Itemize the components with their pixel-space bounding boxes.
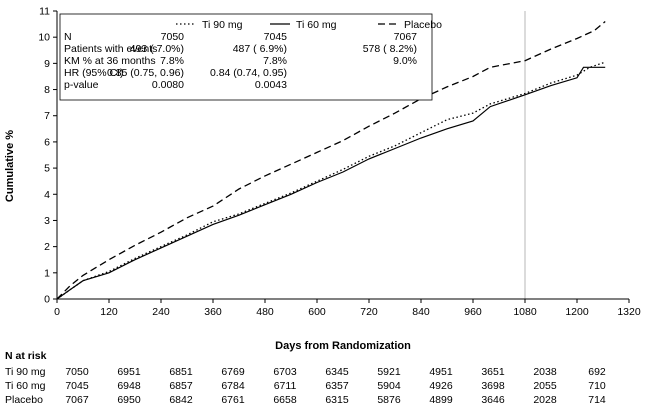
risk-cell: 7067 xyxy=(65,394,89,406)
risk-cell: 6784 xyxy=(221,380,245,392)
risk-row: Placebo 7067 6950 6842 6761 6658 6315 5876 4899 3… xyxy=(5,394,645,408)
x-tick-label: 1080 xyxy=(513,306,537,318)
legend-cell: 7.8% xyxy=(160,55,184,67)
legend-cell: 578 ( 8.2%) xyxy=(363,43,417,55)
legend-cell: 7045 xyxy=(264,31,288,43)
legend-header: Ti 60 mg xyxy=(296,19,337,31)
legend-cell: 493 ( 7.0%) xyxy=(130,43,184,55)
y-tick-label: 0 xyxy=(44,294,50,306)
x-tick-label: 960 xyxy=(464,306,482,318)
legend-cell: 7.8% xyxy=(263,55,287,67)
risk-cell: 4899 xyxy=(429,394,453,406)
x-tick-label: 1320 xyxy=(617,306,641,318)
series-line-ti-60-mg xyxy=(56,66,606,300)
risk-cell: 2055 xyxy=(533,380,557,392)
risk-cell: 6761 xyxy=(221,394,245,406)
y-tick-label: 7 xyxy=(44,110,50,122)
legend-cell: 487 ( 6.9%) xyxy=(233,43,287,55)
risk-row-label: Ti 60 mg xyxy=(5,380,46,392)
legend-cell: 0.0080 xyxy=(152,79,184,91)
risk-cell: 6842 xyxy=(169,394,193,406)
y-tick-label: 4 xyxy=(44,189,50,201)
legend-row-label: p-value xyxy=(64,79,99,91)
legend-box xyxy=(59,13,433,101)
x-tick-label: 840 xyxy=(412,306,430,318)
y-tick-label: 11 xyxy=(39,6,50,18)
n-at-risk-title: N at risk xyxy=(5,350,47,362)
legend-cell: 0.84 (0.74, 0.95) xyxy=(210,67,287,79)
legend-row-label: KM % at 36 months xyxy=(64,55,156,67)
x-tick-label: 480 xyxy=(256,306,274,318)
risk-cell: 692 xyxy=(588,366,606,378)
x-tick-label: 600 xyxy=(308,306,326,318)
risk-cell: 6851 xyxy=(169,366,193,378)
risk-row-label: Ti 90 mg xyxy=(5,366,46,378)
risk-cell: 5921 xyxy=(377,366,401,378)
y-axis-title: Cumulative % xyxy=(4,130,16,202)
x-tick-label: 720 xyxy=(360,306,378,318)
legend-cell: 0.0043 xyxy=(255,79,287,91)
legend-header: Ti 90 mg xyxy=(202,19,243,31)
risk-cell: 7050 xyxy=(65,366,89,378)
risk-cell: 6703 xyxy=(273,366,297,378)
x-tick-label: 1200 xyxy=(565,306,589,318)
risk-cell: 6769 xyxy=(221,366,245,378)
series-line-placebo xyxy=(56,21,606,300)
legend-row-label: Patients with events xyxy=(64,43,157,55)
risk-cell: 710 xyxy=(588,380,606,392)
x-tick-label: 120 xyxy=(100,306,118,318)
risk-cell: 6950 xyxy=(117,394,141,406)
x-tick-label: 0 xyxy=(54,306,60,318)
legend-cell: 9.0% xyxy=(393,55,417,67)
y-tick-label: 6 xyxy=(44,136,50,148)
risk-cell: 2028 xyxy=(533,394,557,406)
risk-cell: 714 xyxy=(588,394,606,406)
risk-cell: 7045 xyxy=(65,380,89,392)
legend-cell: 7050 xyxy=(161,31,185,43)
legend-cell: 7067 xyxy=(394,31,418,43)
x-tick-label: 360 xyxy=(204,306,222,318)
legend-row-label: N xyxy=(64,31,72,43)
y-tick-label: 1 xyxy=(44,267,50,279)
risk-cell: 3646 xyxy=(481,394,505,406)
risk-cell: 3651 xyxy=(481,366,505,378)
risk-cell: 2038 xyxy=(533,366,557,378)
risk-cell: 6315 xyxy=(325,394,349,406)
y-tick-label: 9 xyxy=(44,58,50,70)
legend-row-label: HR (95% CI) xyxy=(64,67,124,79)
risk-cell: 4951 xyxy=(429,366,453,378)
risk-cell: 6951 xyxy=(117,366,141,378)
x-axis-title: Days from Randomization xyxy=(275,340,411,352)
risk-cell: 4926 xyxy=(429,380,453,392)
risk-row: Ti 60 mg 7045 6948 6857 6784 6711 6357 5904 4926… xyxy=(5,380,645,394)
risk-cell: 5876 xyxy=(377,394,401,406)
risk-cell: 6658 xyxy=(273,394,297,406)
risk-cell: 6345 xyxy=(325,366,349,378)
y-tick-label: 10 xyxy=(38,32,50,44)
risk-cell: 5904 xyxy=(377,380,401,392)
risk-cell: 6357 xyxy=(325,380,349,392)
y-tick-label: 8 xyxy=(44,84,50,96)
y-tick-label: 3 xyxy=(44,215,50,227)
risk-cell: 6711 xyxy=(273,380,297,392)
series-line-ti-90-mg xyxy=(56,61,606,300)
risk-cell: 6948 xyxy=(117,380,141,392)
risk-cell: 6857 xyxy=(169,380,193,392)
x-tick-label: 240 xyxy=(152,306,170,318)
risk-cell: 3698 xyxy=(481,380,505,392)
legend-header: Placebo xyxy=(404,19,442,31)
legend-cell: 0.85 (0.75, 0.96) xyxy=(107,67,184,79)
y-tick-label: 5 xyxy=(44,163,50,175)
risk-row: Ti 90 mg 7050 6951 6851 6769 6703 6345 5921 4951… xyxy=(5,366,645,380)
risk-row-label: Placebo xyxy=(5,394,43,406)
y-tick-label: 2 xyxy=(44,241,50,253)
